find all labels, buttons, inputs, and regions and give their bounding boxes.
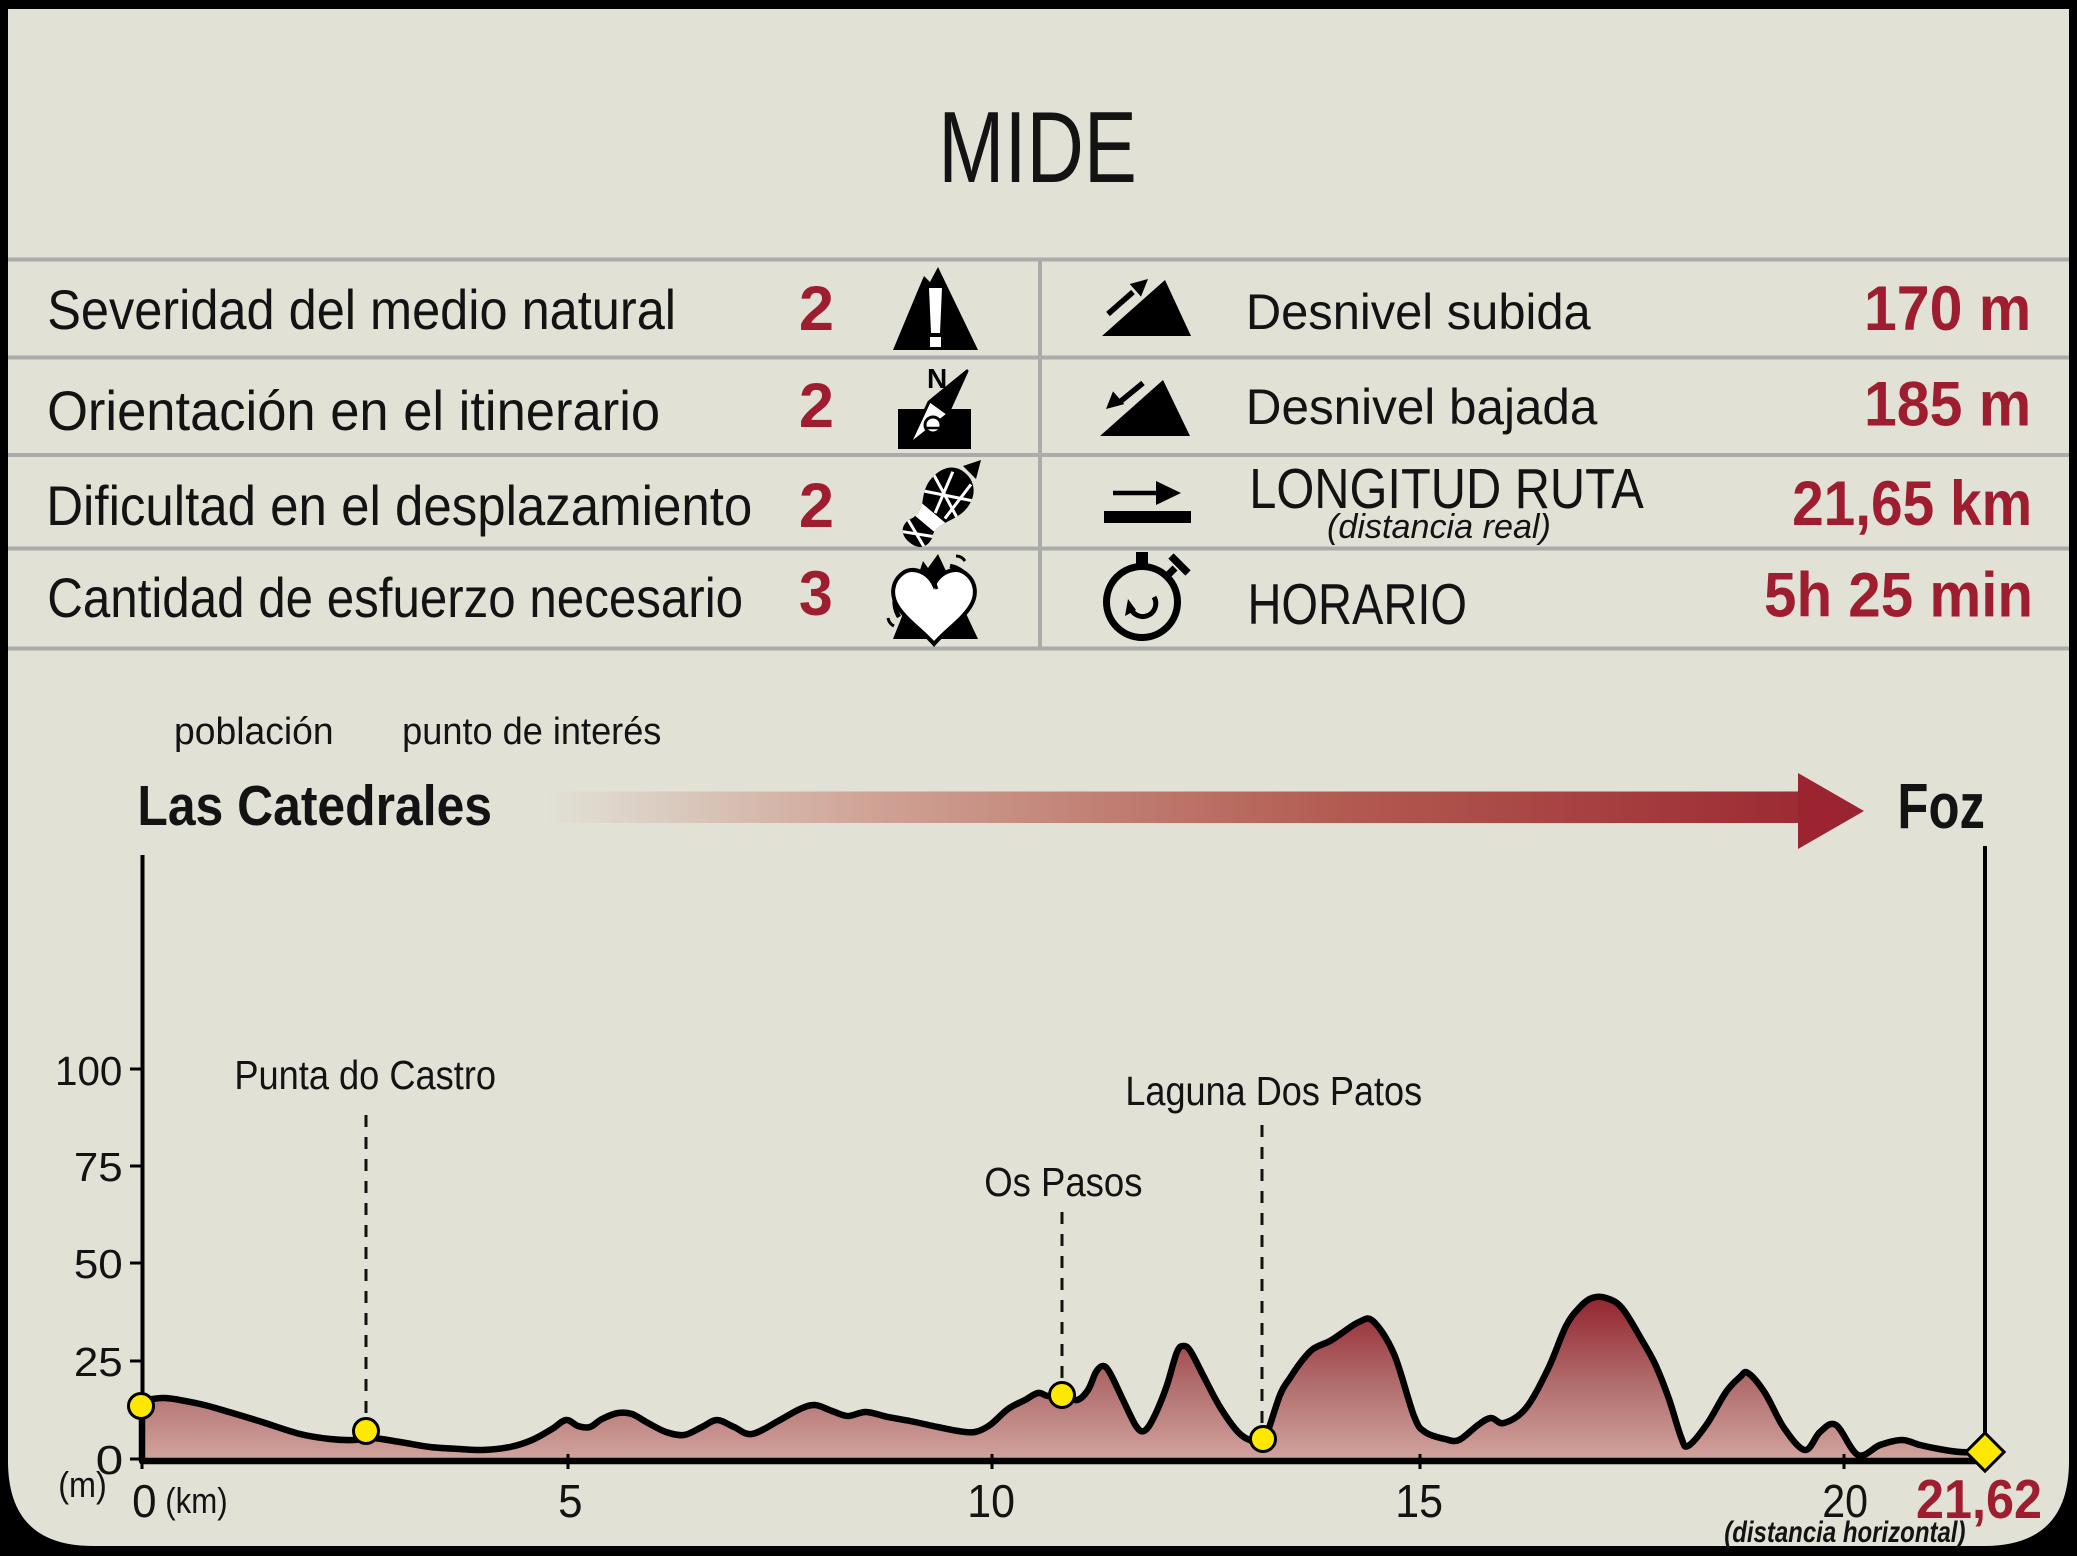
svg-text:75: 75 bbox=[74, 1145, 123, 1190]
svg-text:5h 25 min: 5h 25 min bbox=[1764, 559, 2033, 630]
svg-text:25: 25 bbox=[74, 1340, 123, 1385]
svg-text:Desnivel bajada: Desnivel bajada bbox=[1246, 379, 1598, 435]
svg-text:21,65 km: 21,65 km bbox=[1792, 468, 2032, 538]
svg-text:HORARIO: HORARIO bbox=[1247, 573, 1467, 638]
svg-text:Cantidad de esfuerzo necesario: Cantidad de esfuerzo necesario bbox=[47, 568, 743, 629]
svg-text:Punta do Castro: Punta do Castro bbox=[234, 1053, 496, 1099]
svg-text:Dificultad en el desplazamient: Dificultad en el desplazamiento bbox=[46, 476, 752, 537]
svg-text:(m): (m) bbox=[58, 1465, 107, 1505]
svg-text:50: 50 bbox=[74, 1242, 123, 1287]
svg-text:10: 10 bbox=[967, 1477, 1015, 1528]
svg-text:2: 2 bbox=[799, 371, 834, 441]
svg-text:N: N bbox=[927, 363, 947, 394]
svg-text:100: 100 bbox=[55, 1048, 122, 1094]
svg-text:Foz: Foz bbox=[1897, 772, 1984, 843]
svg-text:(km): (km) bbox=[165, 1481, 227, 1522]
svg-text:2: 2 bbox=[799, 471, 834, 541]
svg-text:5: 5 bbox=[558, 1475, 582, 1527]
svg-text:0: 0 bbox=[132, 1475, 156, 1527]
svg-text:Laguna Dos Patos: Laguna Dos Patos bbox=[1125, 1069, 1422, 1115]
svg-text:0: 0 bbox=[96, 1437, 124, 1483]
svg-text:MIDE: MIDE bbox=[938, 92, 1137, 204]
svg-text:LONGITUD RUTA: LONGITUD RUTA bbox=[1249, 458, 1644, 521]
svg-text:20: 20 bbox=[1822, 1477, 1868, 1528]
svg-text:170 m: 170 m bbox=[1864, 273, 2031, 343]
svg-text:(distancia real): (distancia real) bbox=[1327, 508, 1551, 546]
svg-text:15: 15 bbox=[1395, 1477, 1443, 1528]
svg-text:Orientación en el itinerario: Orientación en el itinerario bbox=[47, 381, 660, 443]
svg-text:(distancia horizontal): (distancia horizontal) bbox=[1724, 1514, 1965, 1548]
svg-text:punto de interés: punto de interés bbox=[402, 709, 661, 752]
svg-text:3: 3 bbox=[799, 559, 833, 629]
svg-text:Las Catedrales: Las Catedrales bbox=[137, 775, 492, 838]
svg-text:2: 2 bbox=[799, 274, 834, 344]
svg-text:Os Pasos: Os Pasos bbox=[984, 1160, 1142, 1205]
svg-text:21,62: 21,62 bbox=[1916, 1469, 2042, 1530]
svg-text:Severidad del medio natural: Severidad del medio natural bbox=[47, 280, 676, 342]
svg-text:población: población bbox=[174, 710, 334, 752]
svg-text:185 m: 185 m bbox=[1864, 369, 2031, 439]
svg-text:Desnivel subida: Desnivel subida bbox=[1246, 285, 1591, 341]
